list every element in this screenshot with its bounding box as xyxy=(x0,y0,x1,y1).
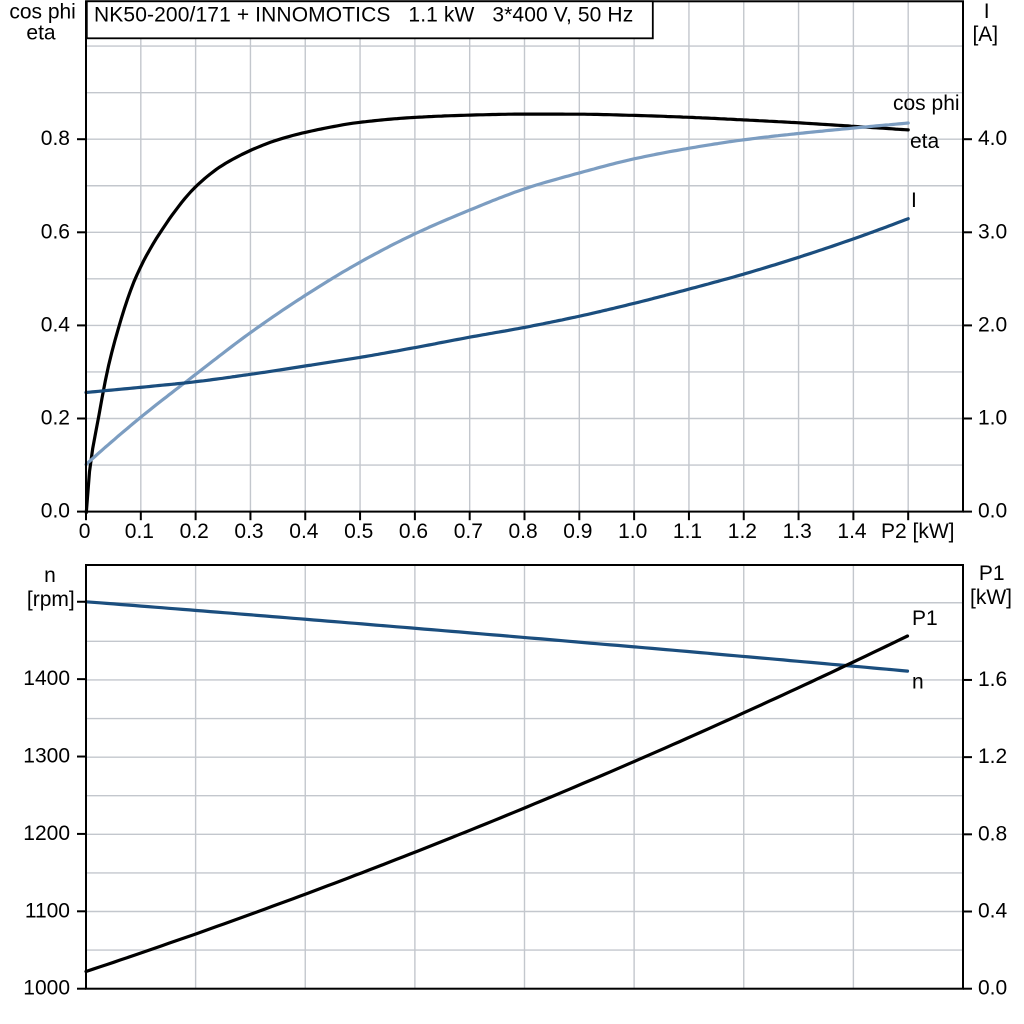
svg-text:1400: 1400 xyxy=(23,667,70,690)
svg-text:n: n xyxy=(44,564,56,587)
svg-text:[rpm]: [rpm] xyxy=(27,588,75,611)
svg-text:0.8: 0.8 xyxy=(508,520,537,543)
svg-text:P2 [kW]: P2 [kW] xyxy=(881,520,955,543)
svg-text:0.2: 0.2 xyxy=(180,520,209,543)
svg-text:0.3: 0.3 xyxy=(234,520,263,543)
svg-text:1200: 1200 xyxy=(23,822,70,845)
svg-text:I: I xyxy=(984,0,990,23)
svg-text:0.4: 0.4 xyxy=(41,313,71,336)
svg-text:1100: 1100 xyxy=(25,899,70,922)
svg-text:0.6: 0.6 xyxy=(41,220,70,243)
svg-text:n: n xyxy=(912,671,924,694)
svg-text:0.4: 0.4 xyxy=(289,520,319,543)
svg-text:0.5: 0.5 xyxy=(344,520,373,543)
svg-text:0.8: 0.8 xyxy=(41,127,70,150)
svg-text:I: I xyxy=(911,189,917,212)
svg-text:eta: eta xyxy=(26,22,56,45)
svg-text:0: 0 xyxy=(79,520,91,543)
svg-text:4.0: 4.0 xyxy=(978,127,1007,150)
svg-text:[A]: [A] xyxy=(972,23,998,46)
svg-text:1.3: 1.3 xyxy=(783,520,812,543)
svg-text:1.2: 1.2 xyxy=(728,520,757,543)
svg-text:NK50-200/171 + INNOMOTICS 1.: NK50-200/171 + INNOMOTICS 1.1 kW 3*400 V… xyxy=(94,4,633,27)
svg-text:0.0: 0.0 xyxy=(978,977,1007,1000)
svg-text:P1: P1 xyxy=(912,607,938,630)
svg-text:1.2: 1.2 xyxy=(978,745,1007,768)
svg-text:1000: 1000 xyxy=(23,977,70,1000)
svg-text:0.7: 0.7 xyxy=(454,520,483,543)
svg-text:1300: 1300 xyxy=(23,745,70,768)
svg-text:0.0: 0.0 xyxy=(41,500,70,523)
svg-text:1.6: 1.6 xyxy=(978,668,1007,691)
svg-text:0.4: 0.4 xyxy=(978,900,1008,923)
svg-text:0.0: 0.0 xyxy=(978,500,1007,523)
svg-text:0.1: 0.1 xyxy=(125,520,154,543)
svg-text:1.1: 1.1 xyxy=(673,520,702,543)
svg-text:1.4: 1.4 xyxy=(837,520,867,543)
svg-text:1.0: 1.0 xyxy=(618,520,647,543)
svg-text:0.6: 0.6 xyxy=(399,520,428,543)
svg-text:eta: eta xyxy=(910,130,940,153)
svg-text:1.0: 1.0 xyxy=(978,407,1007,430)
svg-text:0.9: 0.9 xyxy=(563,520,592,543)
svg-text:3.0: 3.0 xyxy=(978,220,1007,243)
svg-text:P1: P1 xyxy=(979,562,1005,585)
svg-text:0.2: 0.2 xyxy=(41,407,70,430)
svg-text:0.8: 0.8 xyxy=(978,822,1007,845)
svg-text:[kW]: [kW] xyxy=(970,586,1012,609)
svg-text:cos phi: cos phi xyxy=(893,92,960,115)
svg-text:2.0: 2.0 xyxy=(978,313,1007,336)
svg-text:cos phi: cos phi xyxy=(9,1,76,24)
